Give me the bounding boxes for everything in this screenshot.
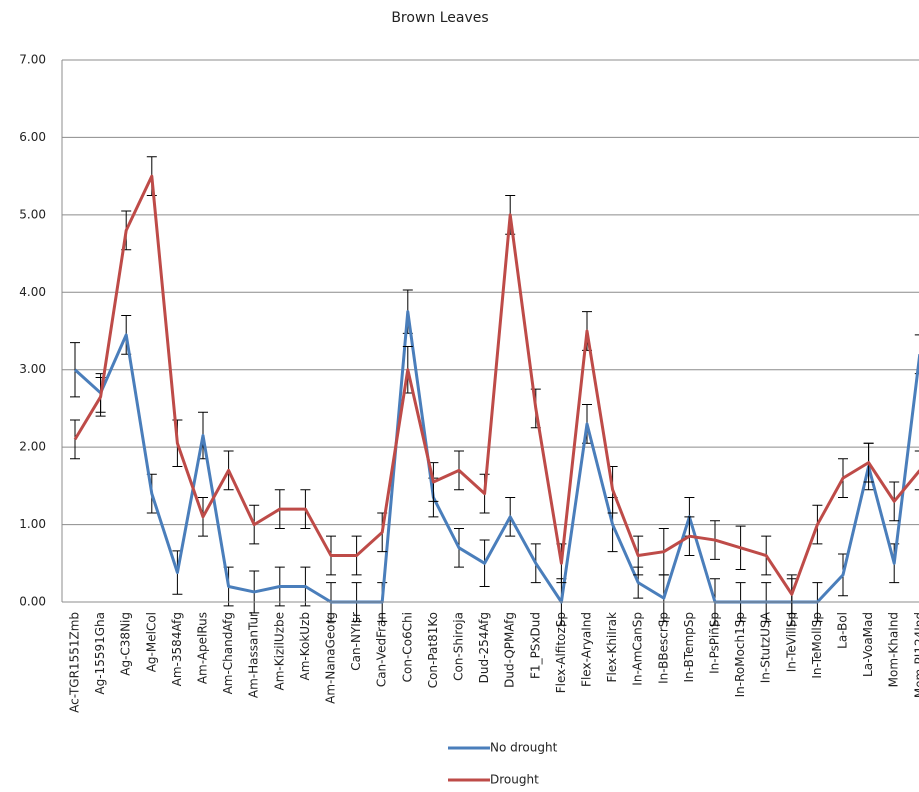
x-tick-label: Flex-AlfitozSp bbox=[554, 612, 568, 693]
x-tick-label: In-TeVillSp bbox=[784, 612, 798, 672]
y-tick-label: 6.00 bbox=[19, 130, 46, 144]
chart-title: Brown Leaves bbox=[391, 10, 488, 26]
series-line bbox=[73, 174, 919, 596]
x-tick-label: Can-NYIsr bbox=[349, 612, 363, 671]
x-tick-label: Am-KizilUzbe bbox=[272, 612, 286, 690]
x-tick-label: Am-ChandAfg bbox=[221, 612, 235, 694]
x-tick-label: In-PsPiñSp bbox=[708, 612, 722, 674]
x-tick-label: In-RoMoch1Sp bbox=[733, 612, 747, 697]
x-tick-label: In-TeMollSp bbox=[810, 612, 824, 679]
x-tick-label: Am-KokUzb bbox=[298, 612, 312, 681]
x-tick-label: Ac-TGR1551Zmb bbox=[68, 612, 82, 713]
y-tick-label: 5.00 bbox=[19, 207, 46, 221]
x-tick-label: Con-Shiroja bbox=[452, 612, 466, 681]
x-tick-label: Con-Pat81Ko bbox=[426, 612, 440, 688]
x-tick-label: Am-ApelRus bbox=[196, 612, 210, 684]
x-tick-label: Am-3584Afg bbox=[170, 612, 184, 686]
y-tick-label: 3.00 bbox=[19, 362, 46, 376]
y-tick-label: 0.00 bbox=[19, 595, 46, 609]
x-tick-label: F1_PSxDud bbox=[528, 612, 542, 679]
x-tick-label: In-StutzUSA bbox=[759, 611, 773, 683]
x-tick-label: Con-Co6Chi bbox=[400, 612, 414, 682]
x-tick-label: Ag-C38Nig bbox=[119, 612, 133, 676]
y-tick-label: 7.00 bbox=[19, 53, 46, 67]
x-tick-label: Ag-15591Gha bbox=[93, 612, 107, 695]
x-tick-label: In-BTempSp bbox=[682, 612, 696, 683]
x-tick-label: Dud-QPMAfg bbox=[503, 612, 517, 688]
x-tick-label: Flex-KhiIrak bbox=[605, 612, 619, 682]
x-tick-label: In-BBescrSp bbox=[656, 612, 670, 684]
x-tick-label: Am-HassanTur bbox=[247, 612, 261, 698]
legend-label: Drought bbox=[490, 773, 539, 787]
y-tick-label: 2.00 bbox=[19, 440, 46, 454]
y-tick-label: 1.00 bbox=[19, 517, 46, 531]
x-tick-label: Dud-254Afg bbox=[477, 612, 491, 683]
error-bar bbox=[914, 450, 919, 491]
x-tick-label: Ag-MelCol bbox=[144, 612, 158, 672]
y-tick-label: 4.00 bbox=[19, 285, 46, 299]
x-tick-label: La-VoaMad bbox=[861, 612, 875, 677]
x-tick-label: Flex-AryaInd bbox=[580, 612, 594, 687]
error-bar bbox=[70, 342, 80, 398]
legend-label: No drought bbox=[490, 741, 558, 755]
x-tick-label: Can-VedFran bbox=[375, 612, 389, 687]
x-tick-label: In-AmCanSp bbox=[631, 612, 645, 686]
x-tick-label: Am-NanaGeorg bbox=[324, 612, 338, 704]
x-tick-label: Mom-PI124Ind bbox=[912, 612, 919, 698]
x-tick-label: La-Bol bbox=[836, 612, 850, 649]
x-tick-label: Mom-KhaInd bbox=[887, 612, 901, 687]
